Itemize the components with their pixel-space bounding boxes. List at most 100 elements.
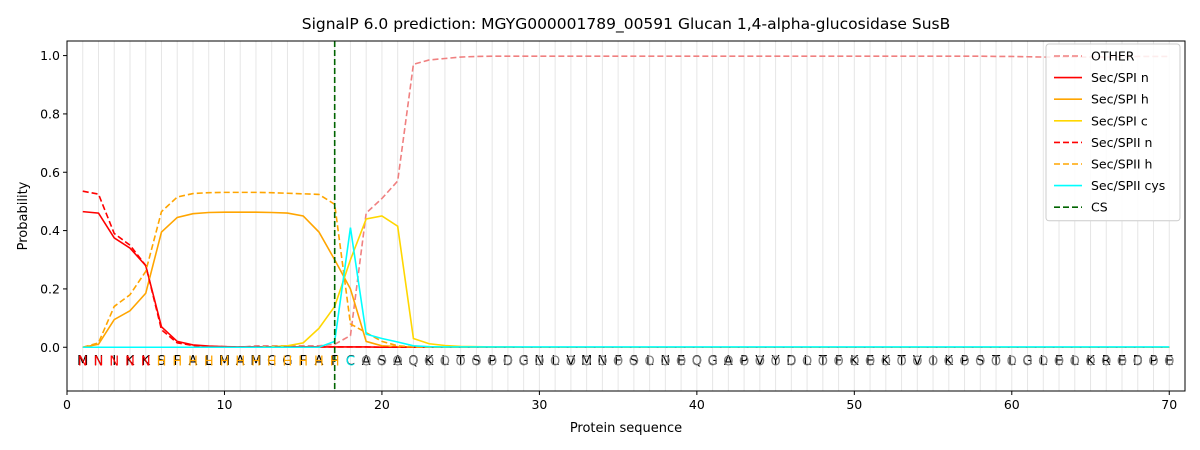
- x-tick-label: 10: [217, 397, 233, 412]
- residue-label: K: [141, 354, 150, 369]
- residue-label: M: [219, 354, 230, 369]
- residue-label: E: [1055, 354, 1063, 369]
- residue-label: F: [173, 354, 180, 369]
- legend-box: [1045, 43, 1181, 222]
- region-label: O: [1085, 354, 1095, 369]
- residue-label: M: [77, 354, 88, 369]
- residue-label: I: [931, 354, 935, 369]
- residue-label: K: [126, 354, 135, 369]
- legend-label: CS: [1091, 200, 1108, 215]
- residue-label: L: [205, 354, 213, 369]
- legend-label: Sec/SPI h: [1091, 92, 1149, 107]
- residue-label: F: [299, 354, 306, 369]
- region-label: O: [707, 354, 717, 369]
- residue-label: N: [660, 354, 670, 369]
- residue-label: M: [581, 354, 592, 369]
- residue-label: L: [646, 354, 654, 369]
- residue-label: G: [282, 354, 292, 369]
- region-label: H: [157, 354, 167, 369]
- region-label: O: [1022, 354, 1032, 369]
- residue-label: F: [614, 354, 621, 369]
- residue-label: Q: [408, 354, 418, 369]
- residue-label: V: [566, 354, 575, 369]
- region-label: H: [188, 354, 198, 369]
- region-label: H: [235, 354, 245, 369]
- legend-label: OTHER: [1091, 49, 1135, 64]
- residue-label: N: [94, 354, 104, 369]
- region-label: O: [912, 354, 922, 369]
- x-tick-label: 30: [531, 397, 547, 412]
- residue-label: L: [1040, 354, 1048, 369]
- series-line-sec-spii-h: [82, 191, 1170, 349]
- residue-label: A: [189, 354, 198, 369]
- residue-label: G: [708, 354, 718, 369]
- region-label: O: [676, 354, 686, 369]
- region-label: N: [141, 354, 151, 369]
- region-label: O: [408, 354, 418, 369]
- plot-frame: [66, 40, 1186, 392]
- x-axis: 0 10 20 30 40 50 60 70: [63, 391, 1177, 412]
- residue-label: K: [945, 354, 954, 369]
- residue-label: P: [488, 354, 496, 369]
- residue-label: G: [1022, 354, 1032, 369]
- region-label: O: [519, 354, 529, 369]
- residue-label: S: [976, 354, 984, 369]
- region-label: O: [393, 354, 403, 369]
- x-tick-label: 60: [1004, 397, 1020, 412]
- residue-label: S: [630, 354, 638, 369]
- residue-label: K: [882, 354, 891, 369]
- residue-label: A: [362, 354, 371, 369]
- region-label: C: [346, 354, 355, 369]
- region-label: O: [896, 354, 906, 369]
- series-line-sec-spi-n: [82, 210, 1170, 349]
- residue-label: G: [519, 354, 529, 369]
- region-label: N: [109, 354, 119, 369]
- region-label: N: [94, 354, 104, 369]
- region-label: O: [597, 354, 607, 369]
- region-label: O: [723, 354, 733, 369]
- region-label: O: [471, 354, 481, 369]
- region-label: O: [786, 354, 796, 369]
- residue-label: L: [552, 354, 560, 369]
- region-label: O: [456, 354, 466, 369]
- region-label: O: [377, 354, 387, 369]
- residue-label: T: [991, 354, 1000, 369]
- residue-label: E: [1118, 354, 1126, 369]
- legend-label: Sec/SPII cys: [1091, 178, 1165, 193]
- residue-label: K: [425, 354, 434, 369]
- residue-label: Y: [771, 354, 780, 369]
- chart-title: SignalP 6.0 prediction: MGYG000001789_00…: [302, 15, 951, 34]
- region-label: O: [975, 354, 985, 369]
- region-label: O: [818, 354, 828, 369]
- legend-label: Sec/SPII n: [1091, 135, 1152, 150]
- legend-label: Sec/SPI n: [1091, 70, 1149, 85]
- region-label: N: [125, 354, 135, 369]
- residue-label: N: [535, 354, 545, 369]
- grid-lines: [82, 41, 1170, 391]
- x-tick-label: 70: [1161, 397, 1177, 412]
- series-line-sec-spii-n: [82, 190, 1170, 349]
- series-line-sec-spi-c: [82, 215, 1170, 349]
- region-label: O: [833, 354, 843, 369]
- region-label: O: [802, 354, 812, 369]
- region-label: O: [755, 354, 765, 369]
- series-line-sec-spi-h: [82, 211, 1170, 349]
- region-label: O: [534, 354, 544, 369]
- region-label: O: [424, 354, 434, 369]
- x-tick-label: 40: [689, 397, 705, 412]
- x-axis-label: Protein sequence: [570, 421, 682, 436]
- y-tick-label: 0.0: [40, 340, 60, 355]
- x-tick-label: 20: [374, 397, 390, 412]
- x-tick-label: 0: [63, 397, 71, 412]
- residue-label: S: [157, 354, 165, 369]
- y-tick-label: 0.4: [40, 223, 60, 238]
- region-label: O: [1007, 354, 1017, 369]
- residue-label: I: [112, 354, 116, 369]
- residue-label: T: [818, 354, 827, 369]
- region-label: O: [881, 354, 891, 369]
- region-label: O: [770, 354, 780, 369]
- series-lines: [82, 55, 1170, 349]
- series-line-sec-spii-cys: [82, 227, 1170, 349]
- residue-label: D: [786, 354, 796, 369]
